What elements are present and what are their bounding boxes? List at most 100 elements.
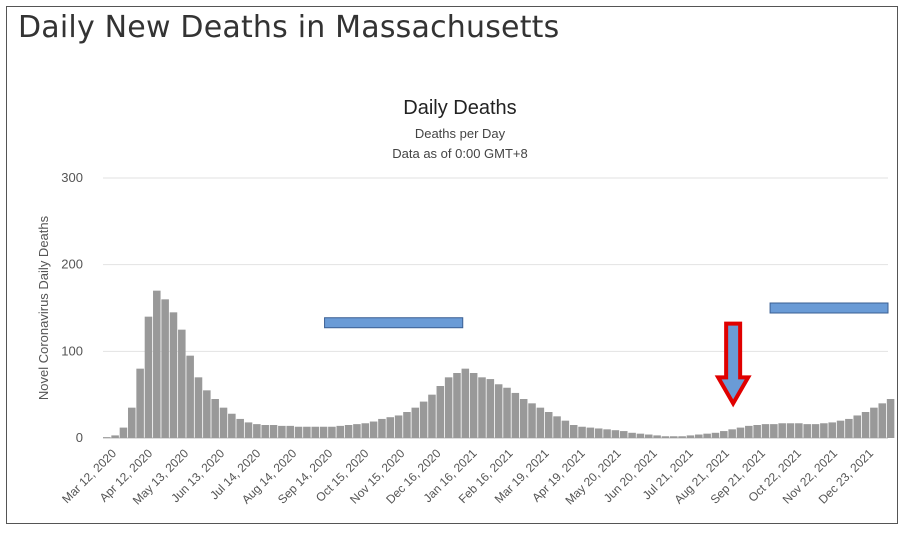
bar <box>419 401 428 438</box>
bar <box>678 436 686 438</box>
bar <box>228 413 236 438</box>
bar <box>853 415 861 438</box>
bar <box>453 373 461 438</box>
chart-title: Daily Deaths <box>403 97 516 119</box>
bar <box>528 403 536 438</box>
bar <box>103 437 111 438</box>
bar <box>394 415 403 438</box>
bar <box>770 424 778 438</box>
bar <box>344 425 353 438</box>
bar <box>194 377 203 438</box>
bar <box>845 418 853 438</box>
bar <box>653 435 661 438</box>
bar <box>411 407 420 438</box>
bar <box>820 423 828 438</box>
bar <box>786 423 795 438</box>
bar <box>311 426 319 438</box>
bar <box>670 436 678 438</box>
bar <box>686 435 695 438</box>
bar <box>870 407 878 438</box>
bar <box>578 426 586 438</box>
bar <box>644 434 653 438</box>
y-tick-label: 100 <box>61 343 83 358</box>
bar <box>369 421 378 438</box>
bar <box>745 425 753 438</box>
bar <box>778 423 786 438</box>
bar <box>128 407 136 438</box>
bar <box>503 387 511 438</box>
bar <box>136 368 144 438</box>
bar <box>486 379 495 438</box>
bar <box>286 425 294 438</box>
bar <box>736 427 745 438</box>
bar <box>361 423 370 438</box>
bar <box>661 436 670 438</box>
y-tick-label: 200 <box>61 257 83 272</box>
bar <box>244 422 253 438</box>
bar <box>161 299 169 438</box>
bar <box>594 428 603 438</box>
bar <box>753 425 761 438</box>
bar <box>561 420 570 438</box>
bar <box>336 425 345 438</box>
bar <box>203 390 211 438</box>
down-arrow-icon <box>714 321 752 408</box>
bar <box>144 316 153 438</box>
bar <box>169 312 178 438</box>
bar <box>586 427 595 438</box>
bar <box>861 412 870 438</box>
y-tick-label: 300 <box>61 170 83 185</box>
bar <box>728 429 736 438</box>
y-tick-label: 0 <box>76 430 83 445</box>
bar <box>328 426 336 438</box>
annotation-bar <box>324 317 464 329</box>
bar <box>828 422 836 438</box>
bar <box>444 377 453 438</box>
bar <box>261 425 269 438</box>
bar <box>695 434 703 438</box>
bar <box>795 423 803 438</box>
bar <box>436 386 445 438</box>
bar <box>720 431 728 438</box>
bar <box>619 431 628 438</box>
bar <box>153 290 161 438</box>
bar <box>378 418 386 438</box>
bar <box>811 424 820 438</box>
bar <box>353 424 361 438</box>
bar <box>478 377 486 438</box>
y-axis-label: Novel Coronavirus Daily Deaths <box>36 215 51 400</box>
bar <box>236 418 244 438</box>
bar <box>553 416 561 438</box>
bar <box>761 424 770 438</box>
bar <box>703 433 711 438</box>
bar <box>119 427 128 438</box>
page-title: Daily New Deaths in Massachusetts <box>18 10 560 45</box>
bar <box>111 435 119 438</box>
bar <box>544 412 553 438</box>
chart-subtitle-line-1: Deaths per Day <box>415 126 506 141</box>
bar <box>461 368 470 438</box>
bar <box>428 394 436 438</box>
bar <box>603 429 611 438</box>
bar <box>386 417 395 438</box>
bar <box>803 424 811 438</box>
bar <box>319 426 328 438</box>
bar <box>211 399 219 438</box>
bar <box>186 355 194 438</box>
bar <box>569 425 578 438</box>
bar <box>178 329 186 438</box>
bar <box>294 426 303 438</box>
bar <box>628 432 636 438</box>
bar <box>219 407 228 438</box>
bar <box>636 433 645 438</box>
bar <box>303 426 311 438</box>
bar <box>878 403 887 438</box>
annotation-bar <box>769 302 889 314</box>
bar <box>403 412 411 438</box>
bar <box>836 420 845 438</box>
bar <box>278 425 286 438</box>
bar <box>611 430 620 438</box>
bar <box>469 373 478 438</box>
bar <box>269 425 278 438</box>
